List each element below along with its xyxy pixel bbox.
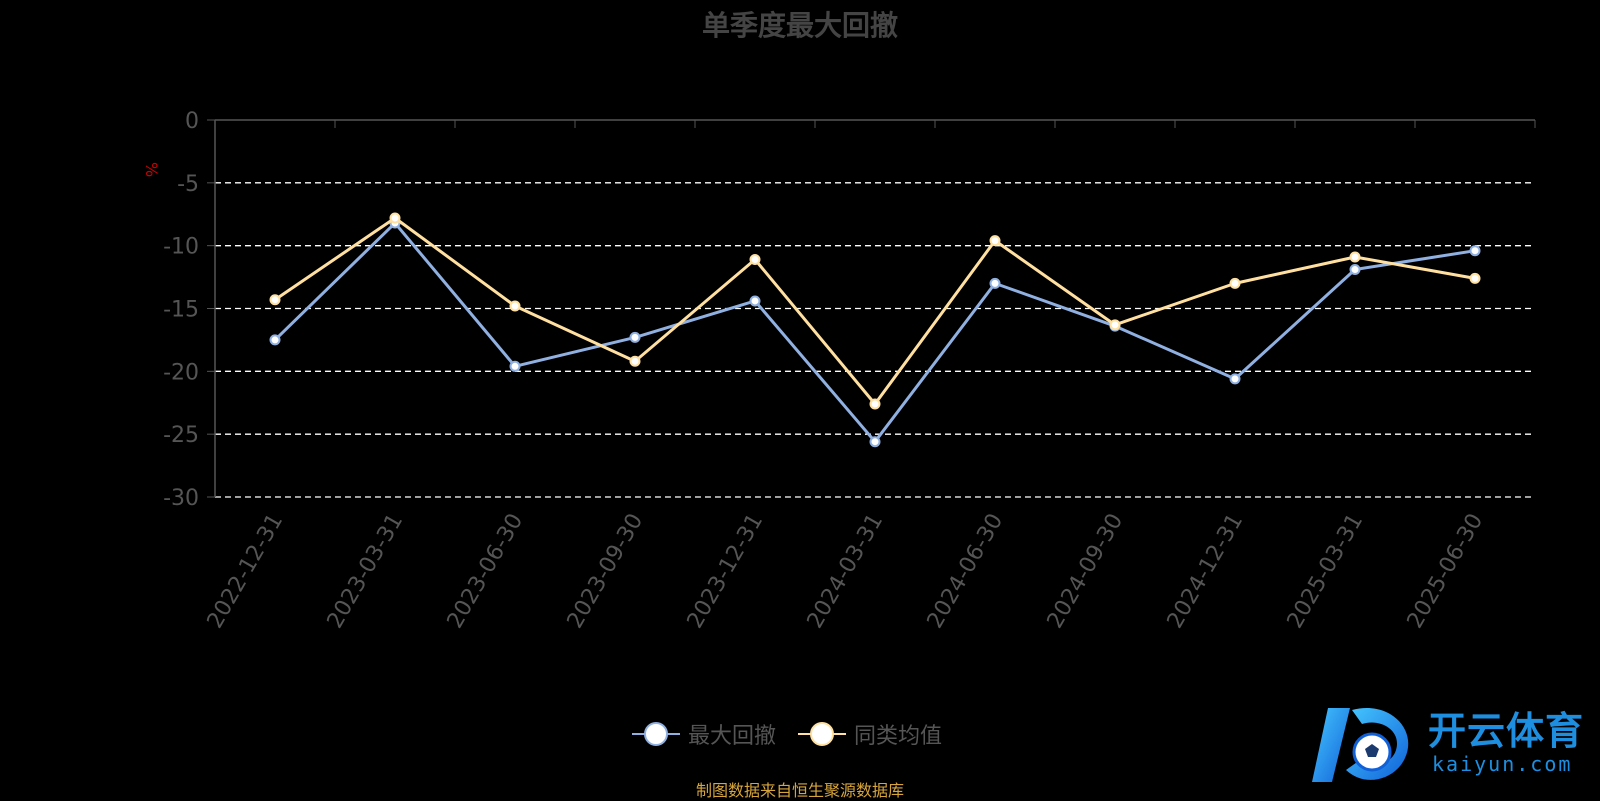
data-point bbox=[1469, 272, 1481, 284]
y-tick-label: -25 bbox=[163, 423, 199, 448]
legend-marker-icon bbox=[632, 722, 680, 746]
data-point bbox=[989, 277, 1001, 289]
legend-label: 最大回撤 bbox=[688, 724, 777, 749]
data-point bbox=[509, 360, 521, 372]
data-point bbox=[1349, 264, 1361, 276]
data-source-note: 制图数据来自恒生聚源数据库 bbox=[695, 781, 904, 800]
data-point bbox=[869, 398, 881, 410]
legend-marker-icon bbox=[798, 722, 847, 746]
data-point bbox=[989, 235, 1001, 247]
y-tick-label: -20 bbox=[163, 360, 199, 385]
chart-title: 单季度最大回撤 bbox=[701, 9, 898, 42]
y-tick-label: -15 bbox=[163, 298, 199, 323]
legend-label: 同类均值 bbox=[854, 724, 943, 749]
data-point bbox=[749, 295, 761, 307]
y-tick-label: -5 bbox=[177, 172, 199, 197]
data-point bbox=[629, 331, 641, 343]
logo-domain: kaiyun.com bbox=[1432, 752, 1573, 776]
x-tick-label: 2024-12-31 bbox=[1163, 510, 1249, 633]
x-tick-label: 2025-03-31 bbox=[1283, 510, 1369, 633]
legend-item-max-drawdown[interactable]: 最大回撤 bbox=[632, 718, 776, 750]
legend: 最大回撤 同类均值 bbox=[632, 718, 964, 750]
data-point bbox=[1469, 245, 1481, 257]
series-layer bbox=[269, 212, 1481, 448]
data-point bbox=[269, 334, 281, 346]
data-point bbox=[269, 294, 281, 306]
x-tick-label: 2024-06-30 bbox=[923, 510, 1009, 633]
data-point bbox=[869, 436, 881, 448]
watermark-logo: 开云体育 kaiyun.com bbox=[1310, 700, 1590, 790]
y-tick-label: -10 bbox=[163, 235, 199, 260]
x-tick-label: 2022-12-31 bbox=[203, 510, 289, 633]
legend-item-peer-average[interactable]: 同类均值 bbox=[798, 718, 942, 750]
x-tick-label: 2023-03-31 bbox=[323, 510, 409, 633]
x-tick-label: 2024-03-31 bbox=[803, 510, 889, 633]
k-ball-logo-icon bbox=[1312, 708, 1409, 782]
x-tick-label: 2024-09-30 bbox=[1043, 510, 1129, 633]
x-tick-label: 2023-12-31 bbox=[683, 510, 769, 633]
y-tick-label: 0 bbox=[185, 109, 199, 134]
y-axis-label: % bbox=[142, 162, 161, 177]
x-tick-label: 2025-06-30 bbox=[1403, 510, 1489, 633]
data-point bbox=[1229, 277, 1241, 289]
data-point bbox=[509, 300, 521, 312]
logo-name: 开云体育 bbox=[1428, 709, 1585, 753]
data-point bbox=[1229, 373, 1241, 385]
data-point bbox=[1349, 251, 1361, 263]
data-point bbox=[389, 212, 401, 224]
data-point bbox=[749, 253, 761, 265]
data-point bbox=[629, 355, 641, 367]
y-tick-label: -30 bbox=[163, 486, 199, 511]
x-tick-label: 2023-06-30 bbox=[443, 510, 529, 633]
data-point bbox=[1109, 319, 1121, 331]
x-tick-label: 2023-09-30 bbox=[563, 510, 649, 633]
